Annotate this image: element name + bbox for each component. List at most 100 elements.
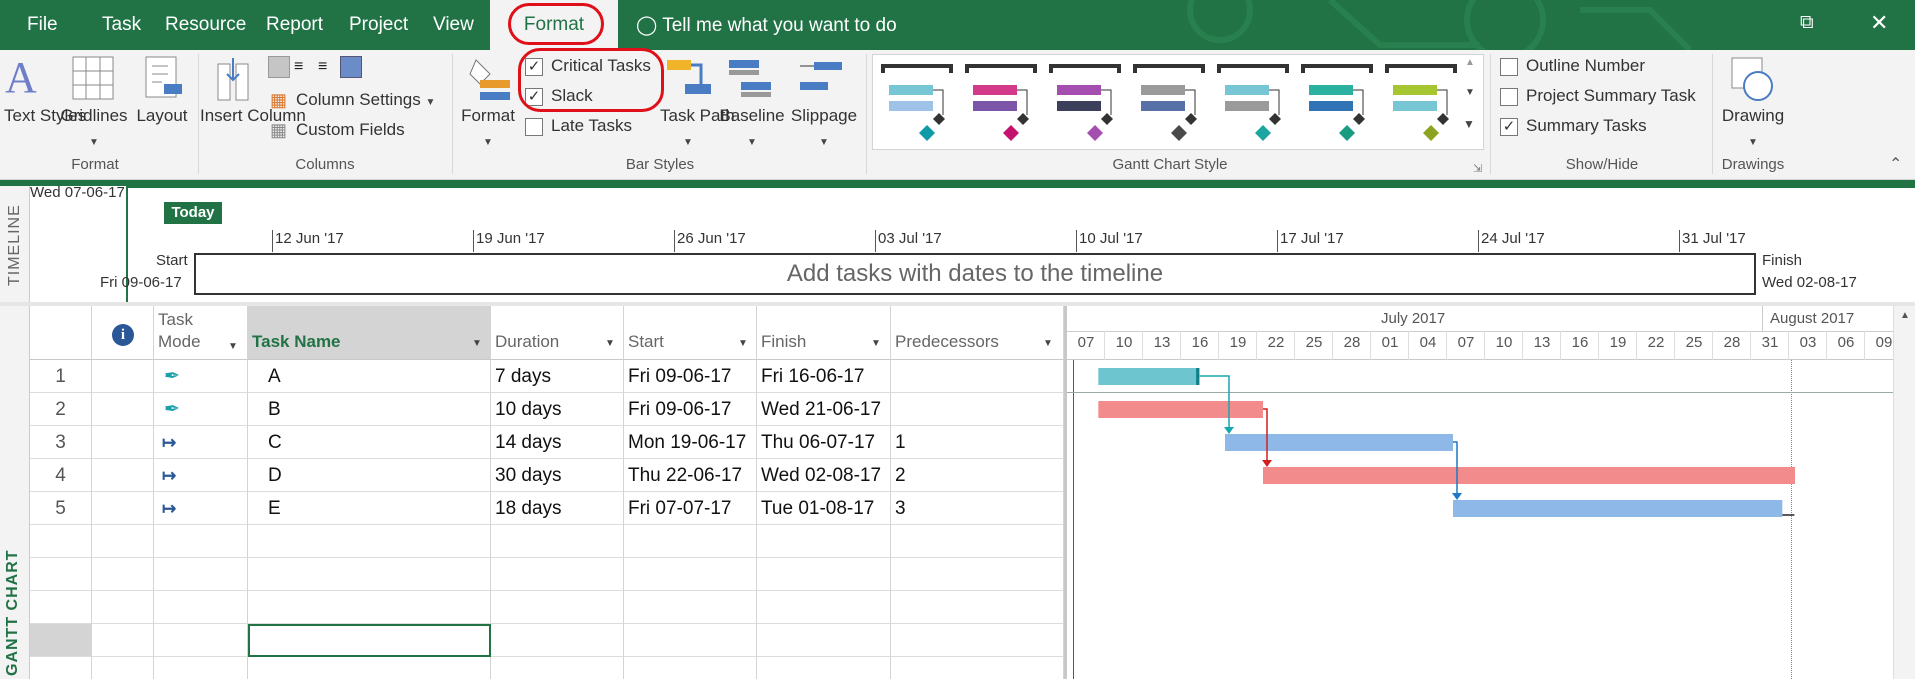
- finish-cell[interactable]: [757, 591, 891, 624]
- task-mode-cell[interactable]: [154, 657, 248, 679]
- predecessors-cell[interactable]: [891, 360, 1064, 393]
- gantt-style-option[interactable]: [965, 63, 1041, 143]
- task-table[interactable]: GANTT CHART i Task Mode ▼ Task Name ▼ Du…: [0, 306, 1064, 679]
- indicator-cell[interactable]: [92, 657, 154, 679]
- pane-splitter[interactable]: [0, 302, 1915, 306]
- predecessors-cell[interactable]: 2: [891, 459, 1064, 492]
- header-task-name[interactable]: Task Name ▼: [248, 306, 491, 360]
- duration-cell[interactable]: 30 days: [491, 459, 624, 492]
- predecessors-cell[interactable]: [891, 525, 1064, 558]
- menu-report[interactable]: Report: [266, 14, 324, 35]
- column-settings-button[interactable]: Column Settings ▼: [296, 88, 435, 115]
- gantt-chart[interactable]: July 2017 August 2017 07 10 13 16 19 22 25 28 01…: [1064, 306, 1915, 679]
- gantt-style-option[interactable]: [1133, 63, 1209, 143]
- scroll-up-icon[interactable]: ▲: [1465, 57, 1475, 68]
- task-path-button[interactable]: Task Path ▼: [660, 104, 735, 155]
- menu-view[interactable]: View: [433, 14, 474, 35]
- predecessors-cell[interactable]: [891, 591, 1064, 624]
- header-start[interactable]: Start ▼: [624, 306, 757, 360]
- summary-tasks-checkbox[interactable]: ✓: [1500, 118, 1518, 136]
- duration-cell[interactable]: 18 days: [491, 492, 624, 525]
- chevron-down-icon[interactable]: ▼: [871, 338, 881, 349]
- predecessors-cell[interactable]: [891, 624, 1064, 657]
- chevron-down-icon[interactable]: ▼: [228, 341, 238, 352]
- header-task-mode[interactable]: Task Mode ▼: [154, 306, 248, 360]
- finish-cell[interactable]: Wed 21-06-17: [757, 393, 891, 426]
- close-icon[interactable]: ✕: [1870, 10, 1889, 35]
- task-name-cell[interactable]: [248, 525, 491, 558]
- indicator-cell[interactable]: [92, 426, 154, 459]
- finish-cell[interactable]: [757, 558, 891, 591]
- dialog-launcher-icon[interactable]: ⇲: [1473, 163, 1483, 175]
- menu-resource[interactable]: Resource: [165, 14, 247, 35]
- duration-cell[interactable]: [491, 591, 624, 624]
- gantt-style-option[interactable]: [1217, 63, 1293, 143]
- task-mode-cell[interactable]: ↦: [154, 492, 248, 525]
- start-cell[interactable]: Fri 09-06-17: [624, 360, 757, 393]
- predecessors-cell[interactable]: [891, 558, 1064, 591]
- custom-fields-button[interactable]: Custom Fields: [296, 120, 405, 139]
- start-cell[interactable]: [624, 591, 757, 624]
- layout-button[interactable]: Layout: [136, 106, 188, 125]
- indicator-cell[interactable]: [92, 558, 154, 591]
- gantt-bar[interactable]: [1098, 401, 1263, 418]
- format-bar-button[interactable]: Format ▼: [458, 104, 518, 155]
- gantt-style-option[interactable]: [881, 63, 957, 143]
- drawing-button[interactable]: Drawing ▼: [1718, 104, 1788, 155]
- header-predecessors[interactable]: Predecessors ▼: [891, 306, 1064, 360]
- gantt-style-option[interactable]: [1385, 63, 1461, 143]
- start-cell[interactable]: [624, 624, 757, 657]
- menu-project[interactable]: Project: [349, 14, 409, 35]
- project-summary-task-checkbox[interactable]: [1500, 88, 1518, 106]
- duration-cell[interactable]: [491, 558, 624, 591]
- start-cell[interactable]: Fri 07-07-17: [624, 492, 757, 525]
- duration-cell[interactable]: 14 days: [491, 426, 624, 459]
- finish-cell[interactable]: [757, 525, 891, 558]
- task-name-cell[interactable]: [248, 558, 491, 591]
- task-mode-cell[interactable]: ↦: [154, 459, 248, 492]
- scroll-up-icon[interactable]: ▲: [1900, 310, 1910, 321]
- predecessors-cell[interactable]: 3: [891, 492, 1064, 525]
- task-name-cell[interactable]: A: [248, 360, 491, 393]
- scroll-down-icon[interactable]: ▼: [1465, 87, 1475, 98]
- align-left-icon[interactable]: [268, 56, 290, 78]
- gantt-scrollbar[interactable]: ▲: [1893, 306, 1915, 679]
- finish-cell[interactable]: [757, 624, 891, 657]
- menu-file[interactable]: File: [27, 14, 58, 35]
- chevron-down-icon[interactable]: ▼: [738, 338, 748, 349]
- task-mode-cell[interactable]: ✒: [154, 393, 248, 426]
- start-cell[interactable]: Fri 09-06-17: [624, 393, 757, 426]
- indicator-cell[interactable]: [92, 393, 154, 426]
- start-cell[interactable]: Thu 22-06-17: [624, 459, 757, 492]
- gantt-bar[interactable]: [1098, 368, 1200, 385]
- chevron-down-icon[interactable]: ▼: [605, 338, 615, 349]
- task-mode-cell[interactable]: [154, 525, 248, 558]
- task-mode-cell[interactable]: [154, 624, 248, 657]
- start-cell[interactable]: [624, 558, 757, 591]
- finish-cell[interactable]: [757, 657, 891, 679]
- timeline-pane[interactable]: TIMELINE Wed 07-06-17 Today 12 Jun '17 19…: [0, 184, 1915, 304]
- indicator-cell[interactable]: [92, 492, 154, 525]
- text-styles-button[interactable]: Text Styles: [4, 106, 87, 125]
- outline-number-checkbox[interactable]: [1500, 58, 1518, 76]
- gallery-more-icon[interactable]: ▼: [1463, 117, 1475, 131]
- align-right-icon[interactable]: ≡: [318, 58, 328, 75]
- collapse-ribbon-icon[interactable]: ⌃: [1889, 156, 1903, 173]
- task-mode-cell[interactable]: [154, 558, 248, 591]
- finish-cell[interactable]: Fri 16-06-17: [757, 360, 891, 393]
- chevron-down-icon[interactable]: ▼: [1043, 338, 1053, 349]
- task-mode-cell[interactable]: [154, 591, 248, 624]
- indicator-cell[interactable]: [92, 624, 154, 657]
- task-name-cell[interactable]: D: [248, 459, 491, 492]
- indicator-cell[interactable]: [92, 525, 154, 558]
- baseline-button[interactable]: Baseline ▼: [716, 104, 788, 155]
- task-name-cell[interactable]: [248, 591, 491, 624]
- gantt-bar[interactable]: [1453, 500, 1783, 517]
- restore-icon[interactable]: ⧉: [1800, 12, 1814, 33]
- finish-cell[interactable]: Tue 01-08-17: [757, 492, 891, 525]
- task-name-cell[interactable]: B: [248, 393, 491, 426]
- gantt-style-option[interactable]: [1301, 63, 1377, 143]
- gantt-bar[interactable]: [1225, 434, 1453, 451]
- duration-cell[interactable]: [491, 624, 624, 657]
- predecessors-cell[interactable]: [891, 393, 1064, 426]
